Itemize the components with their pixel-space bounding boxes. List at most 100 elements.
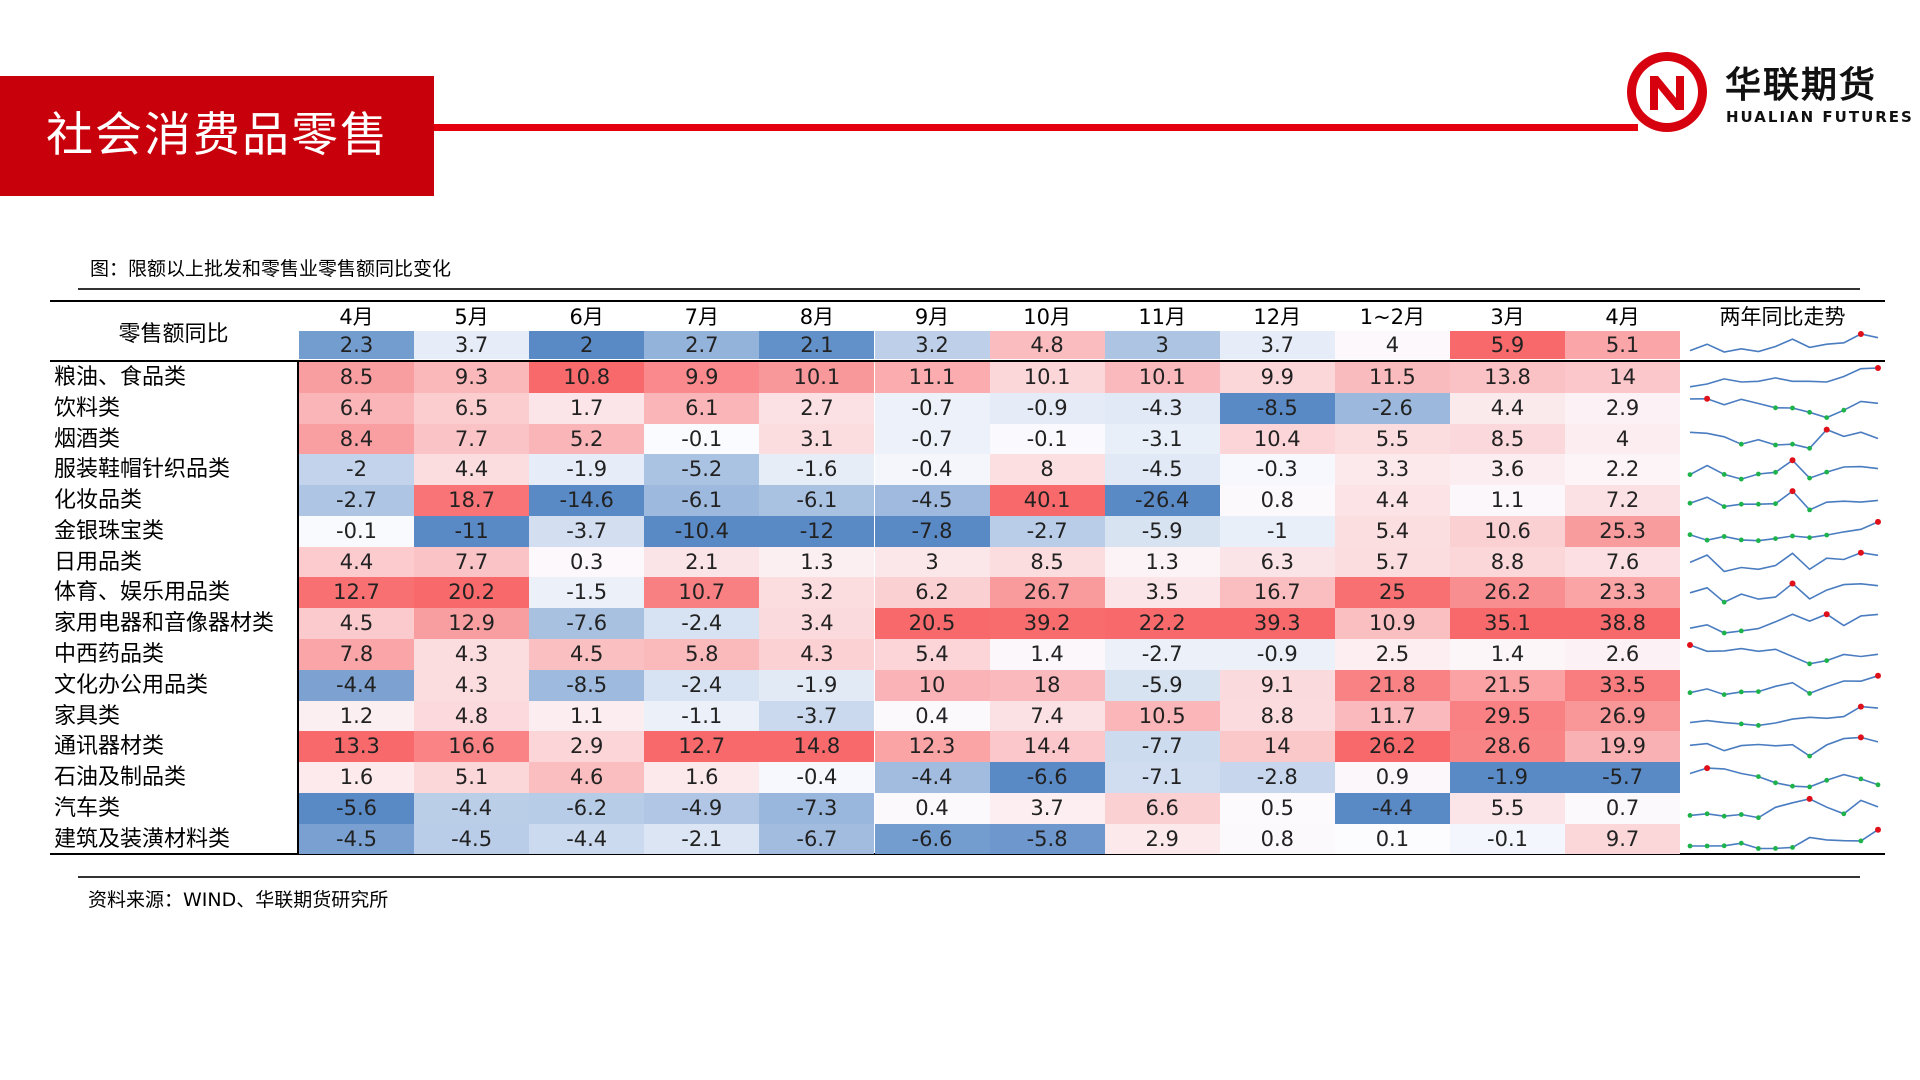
sparkline-negative-marker [1738, 812, 1744, 817]
sparkline-max-marker [1857, 549, 1864, 556]
heatmap-cell: 3.7 [989, 792, 1105, 824]
heatmap-cell: 0.9 [1334, 762, 1450, 793]
heatmap-cell: 11.1 [874, 362, 990, 393]
sparkline-negative-marker [1721, 534, 1727, 539]
heatmap-cell: -0.9 [989, 392, 1105, 424]
heatmap-cell: -1.1 [644, 700, 760, 732]
heatmap-cell: 4.4 [1334, 485, 1450, 516]
row-sparkline [1689, 459, 1879, 480]
row-label: 金银珠宝类 [54, 518, 165, 544]
month-header: 6月 [569, 305, 604, 329]
heatmap-cell: -0.7 [874, 423, 990, 455]
heatmap-cell: 5.8 [644, 639, 760, 670]
table-top-border [50, 300, 1885, 302]
heatmap-cell: -6.6 [874, 823, 990, 855]
heatmap-cell: 1.1 [529, 700, 645, 732]
source-rule [78, 876, 1860, 878]
row-sparkline [1689, 582, 1879, 604]
heatmap-cell: -26.4 [1104, 485, 1220, 516]
heatmap-cell: -0.9 [1219, 639, 1335, 670]
heatmap-cell: 26.7 [989, 577, 1105, 609]
sparkline-max-marker [1823, 426, 1830, 433]
row-sparkline [1689, 428, 1879, 450]
sparkline-max-marker [1789, 457, 1796, 464]
heatmap-cell: 13.3 [299, 731, 414, 763]
overall-growth-cell: 4 [1334, 331, 1450, 359]
heatmap-cell: 1.4 [989, 639, 1105, 670]
heatmap-cell: 2.9 [1565, 392, 1681, 424]
sparkline-max-marker [1875, 365, 1881, 371]
heatmap-cell: 9.3 [414, 362, 530, 393]
overall-growth-cell: 2.7 [644, 331, 760, 359]
overall-growth-cell: 4.8 [989, 331, 1105, 359]
sparkline-negative-marker [1721, 472, 1727, 477]
heatmap-cell: -1.9 [759, 669, 875, 701]
heatmap-cell: -6.1 [644, 485, 760, 516]
heatmap-cell: 6.1 [644, 392, 760, 424]
row-label: 石油及制品类 [54, 765, 187, 791]
heatmap-cell: 6.5 [414, 392, 530, 424]
heatmap-cell: 4.6 [529, 762, 645, 793]
heatmap-cell: 16.6 [414, 731, 530, 763]
heatmap-cell: 10.9 [1334, 608, 1450, 639]
heatmap-cell: -5.6 [299, 792, 414, 824]
row-sparkline [1689, 521, 1879, 542]
heatmap-cell: -0.1 [989, 423, 1105, 455]
row-sparkline [1689, 798, 1879, 819]
month-header: 10月 [1023, 305, 1071, 329]
sparkline-negative-marker [1773, 469, 1778, 475]
heatmap-cell: 2.2 [1565, 454, 1681, 486]
heatmap-cell: -0.1 [1450, 823, 1565, 855]
overall-growth-cell: 2.3 [299, 331, 414, 359]
sparkline-negative-marker [1773, 501, 1778, 507]
sparkline-max-marker [1875, 672, 1881, 679]
sparkline-negative-marker [1807, 784, 1812, 790]
sparkline-negative-marker [1756, 846, 1761, 851]
heatmap-cell: 8.4 [299, 423, 414, 455]
sparkline-negative-marker [1824, 532, 1830, 538]
figure-caption: 图：限额以上批发和零售业零售额同比变化 [90, 258, 452, 280]
heatmap-cell: 2.7 [759, 392, 875, 424]
heatmap-cell: 8.5 [989, 546, 1105, 578]
heatmap-table: 零售额同比 两年同比走势 4月 5月 6月 7月 8月 9月 10月 11月 12月 1~2月 3月… [50, 300, 1885, 857]
heatmap-cell: -3.1 [1104, 423, 1220, 455]
overall-growth-cell: 3.7 [1219, 331, 1335, 359]
sparkline-negative-marker [1738, 840, 1744, 846]
sparkline-negative-marker [1824, 415, 1830, 420]
heatmap-cell: -1.9 [529, 454, 645, 486]
heatmap-cell: 5.5 [1334, 423, 1450, 455]
heatmap-cell: 39.3 [1219, 608, 1335, 639]
table-header-border [50, 360, 1885, 362]
sparkline-negative-marker [1824, 777, 1830, 783]
sparkline-max-marker [1687, 642, 1693, 648]
heatmap-cell: -2.4 [644, 669, 760, 701]
heatmap-cell: 18.7 [414, 485, 530, 516]
heatmap-cell: 1.6 [299, 762, 414, 793]
heatmap-cell: 8.5 [1450, 423, 1565, 455]
heatmap-cell: 14.8 [759, 731, 875, 763]
sparkline-layer [1687, 331, 1881, 851]
heatmap-cell: 7.8 [299, 639, 414, 670]
heatmap-cell: 4.5 [299, 608, 414, 639]
row-sparkline [1689, 551, 1879, 573]
heatmap-cell: -3.7 [529, 515, 645, 547]
heatmap-cell: -4.4 [299, 669, 414, 701]
heatmap-cell: 1.3 [759, 546, 875, 578]
heatmap-cell: 4.5 [529, 639, 645, 670]
heatmap-cell: -8.5 [1219, 392, 1335, 424]
heatmap-cell: 23.3 [1565, 577, 1681, 609]
row-label: 化妆品类 [54, 488, 143, 514]
row-sparkline [1689, 736, 1879, 758]
heatmap-cell: 1.2 [299, 700, 414, 732]
heatmap-cell: 4.4 [299, 546, 414, 578]
heatmap-cell: 8 [989, 454, 1105, 486]
heatmap-cell: -0.4 [874, 454, 990, 486]
sparkline-negative-marker [1756, 723, 1761, 728]
heatmap-cell: 35.1 [1450, 608, 1565, 639]
sparkline-negative-marker [1721, 843, 1727, 849]
heatmap-cell: 39.2 [989, 608, 1105, 639]
company-logo: 华联期货 HUALIAN FUTURES [1625, 50, 1912, 136]
heatmap-cell: -2.1 [644, 823, 760, 855]
heatmap-cell: -4.9 [644, 792, 760, 824]
heatmap-cell: 0.1 [1334, 823, 1450, 855]
